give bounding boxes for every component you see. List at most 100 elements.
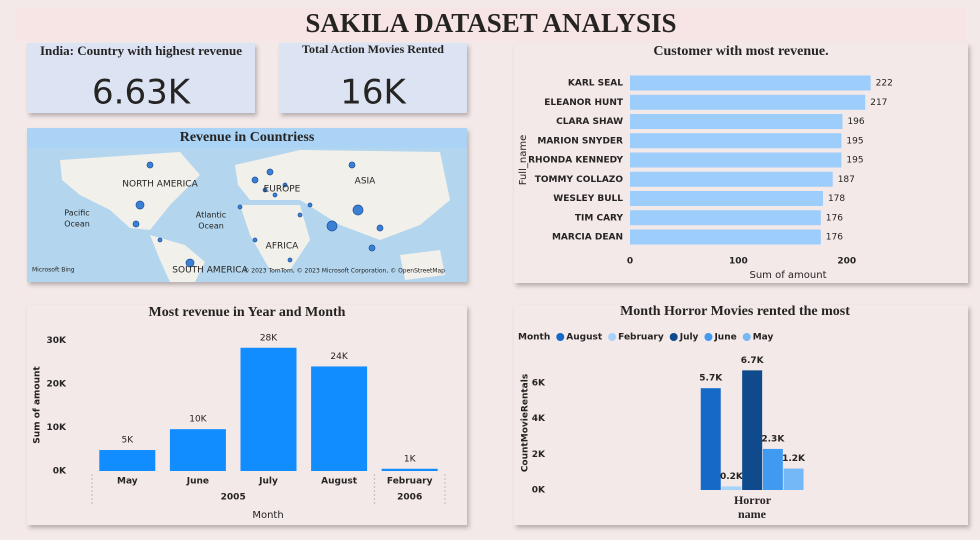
y-tick-label: 4K (532, 414, 546, 424)
bar (381, 468, 438, 471)
bar (169, 429, 226, 471)
bar (762, 448, 783, 490)
chart-title: Most revenue in Year and Month (149, 305, 346, 320)
bar (630, 133, 842, 149)
y-axis-label: Full_name (518, 135, 529, 185)
card (27, 43, 255, 113)
legend-marker (556, 333, 565, 341)
y-tick-label: 10K (47, 423, 68, 433)
data-label: 176 (826, 233, 843, 243)
data-label: 195 (846, 156, 863, 166)
y-tick-label: 0K (532, 486, 546, 496)
data-label: 10K (189, 415, 207, 425)
x-tick-label: August (321, 477, 358, 487)
x-group-label: 2006 (397, 493, 422, 503)
y-tick-label: MARCIA DEAN (552, 233, 623, 243)
data-label: 195 (846, 136, 863, 146)
chart-title: Month Horror Movies rented the most (620, 304, 850, 319)
x-tick-label: 100 (729, 257, 748, 267)
bar (99, 450, 156, 471)
land (235, 150, 450, 240)
legend-label: May (753, 333, 774, 343)
x-tick-label: May (117, 477, 138, 487)
x-axis-label: name (738, 507, 767, 521)
x-group-label: 2005 (221, 493, 246, 503)
legend-title: Month (518, 333, 550, 343)
data-label: 187 (838, 175, 855, 185)
data-label: 5K (121, 436, 134, 446)
map-label: SOUTH AMERICA (172, 266, 248, 276)
chart-title: Customer with most revenue. (653, 44, 828, 59)
legend-label: July (679, 333, 699, 343)
data-label: 1.2K (782, 454, 806, 464)
x-tick-label: July (258, 477, 278, 487)
card-label: India: Country with highest revenue (40, 43, 242, 58)
legend-marker (704, 333, 713, 341)
y-tick-label: TOMMY COLLAZO (535, 175, 624, 185)
legend-marker (742, 333, 751, 341)
data-label: 24K (330, 352, 348, 362)
x-tick-label: 200 (837, 257, 856, 267)
data-label: 178 (828, 194, 845, 204)
y-tick-label: MARION SNYDER (537, 136, 623, 146)
data-label: 222 (876, 79, 893, 89)
map-label: AFRICA (266, 242, 300, 252)
map-logo: Microsoft Bing (32, 267, 75, 274)
bar (630, 229, 821, 245)
map-label: Atlantic (196, 211, 226, 220)
land (150, 235, 205, 282)
bar (630, 75, 871, 91)
map-label: Pacific (64, 209, 89, 218)
card-label: Total Action Movies Rented (302, 42, 444, 56)
bar (700, 388, 721, 490)
y-tick-label: 30K (47, 336, 68, 346)
bar (630, 94, 866, 110)
data-label: 217 (870, 98, 887, 108)
y-tick-label: 0K (53, 467, 67, 477)
y-axis-label: Sum of amount (33, 366, 43, 444)
data-label: 2.3K (761, 434, 785, 444)
data-label: 0.2K (720, 472, 744, 482)
bar (783, 468, 804, 490)
bar (630, 191, 823, 206)
y-tick-label: WESLEY BULL (553, 194, 623, 204)
legend-label: June (713, 333, 736, 343)
bar (240, 347, 297, 471)
x-tick-label: February (387, 477, 433, 487)
map-title: Revenue in Countriess (180, 130, 315, 145)
bar (630, 114, 843, 129)
legend-marker (669, 333, 678, 341)
x-tick-label: Horror (734, 493, 772, 507)
map-label: EUROPE (264, 185, 301, 195)
card-value: 6.63K (92, 73, 192, 113)
legend-label: February (618, 333, 664, 343)
page-title: SAKILA DATASET ANALYSIS (305, 8, 676, 38)
y-tick-label: RHONDA KENNEDY (528, 156, 623, 166)
y-tick-label: CLARA SHAW (556, 117, 623, 127)
map-dots (132, 161, 384, 268)
y-tick-label: 2K (532, 450, 546, 460)
card (279, 43, 467, 113)
x-axis-label: Sum of amount (749, 270, 826, 281)
title-banner (16, 8, 966, 41)
y-tick-label: 6K (532, 378, 546, 388)
legend-label: August (566, 333, 603, 343)
data-label: 28K (260, 333, 278, 343)
land (60, 152, 200, 230)
map-label: ASIA (355, 177, 377, 187)
bar (630, 210, 821, 226)
data-label: 1K (404, 454, 417, 464)
bar (742, 370, 763, 490)
bar (311, 366, 368, 471)
map-label: NORTH AMERICA (122, 180, 198, 190)
y-tick-label: ELEANOR HUNT (544, 98, 624, 108)
x-tick-label: June (186, 477, 209, 487)
land (240, 205, 310, 270)
legend-marker (608, 333, 617, 341)
bar (630, 152, 842, 168)
data-label: 176 (826, 213, 843, 223)
bar (721, 486, 742, 490)
y-tick-label: KARL SEAL (568, 79, 623, 89)
